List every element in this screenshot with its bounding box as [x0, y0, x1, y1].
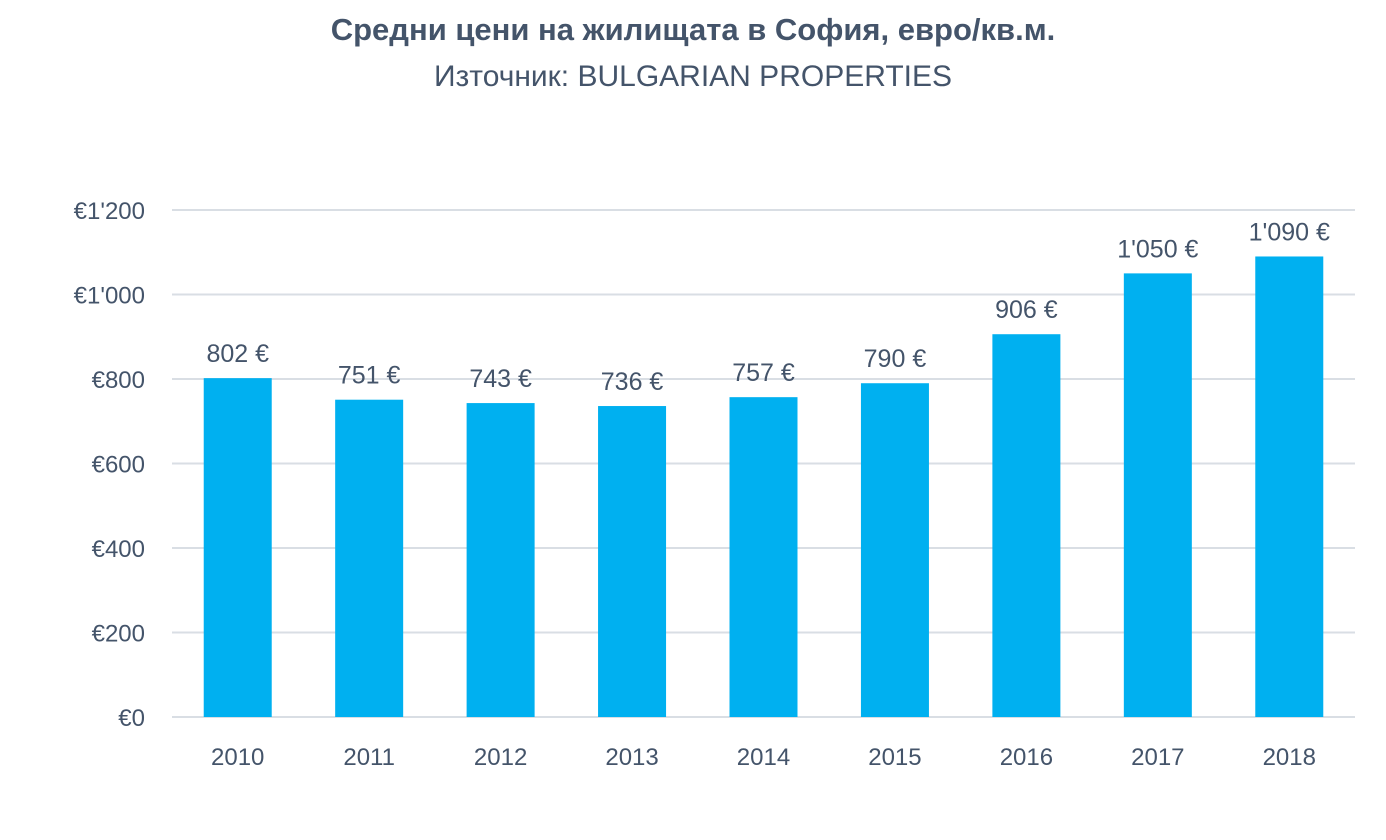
x-tick-label: 2016	[1000, 744, 1053, 771]
y-tick-label: €200	[92, 621, 145, 648]
x-tick-label: 2015	[868, 744, 921, 771]
data-label: 1'050 €	[1117, 235, 1198, 263]
chart-subtitle: Източник: BULGARIAN PROPERTIES	[433, 60, 953, 93]
bar	[860, 383, 929, 717]
bar	[335, 399, 404, 717]
x-tick-label: 2018	[1263, 744, 1316, 771]
bar	[203, 378, 272, 717]
y-tick-label: €800	[92, 367, 145, 394]
data-label: 743 €	[469, 365, 532, 393]
bar	[598, 406, 667, 717]
y-tick-label: €1'200	[74, 198, 145, 225]
data-label: 1'090 €	[1249, 218, 1330, 246]
x-tick-label: 2013	[605, 744, 658, 771]
bar	[1255, 256, 1324, 717]
y-tick-label: €0	[118, 705, 145, 732]
data-label: 736 €	[601, 368, 664, 396]
x-tick-label: 2010	[211, 744, 264, 771]
data-label: 906 €	[995, 296, 1058, 324]
y-tick-label: €600	[92, 452, 145, 479]
x-tick-label: 2011	[343, 744, 395, 771]
data-label: 802 €	[206, 340, 269, 368]
chart-title: Средни цени на жилищата в София, евро/кв…	[330, 12, 1056, 47]
data-label: 757 €	[732, 359, 795, 387]
y-tick-label: €1'000	[74, 283, 145, 310]
data-label: 790 €	[864, 345, 927, 373]
bar	[466, 403, 535, 717]
x-tick-label: 2017	[1131, 744, 1184, 771]
bar	[729, 397, 798, 717]
x-tick-label: 2014	[737, 744, 790, 771]
data-label: 751 €	[338, 362, 401, 390]
y-tick-label: €400	[92, 536, 145, 563]
bar	[1123, 273, 1192, 717]
bar	[992, 334, 1061, 717]
x-tick-label: 2012	[474, 744, 527, 771]
